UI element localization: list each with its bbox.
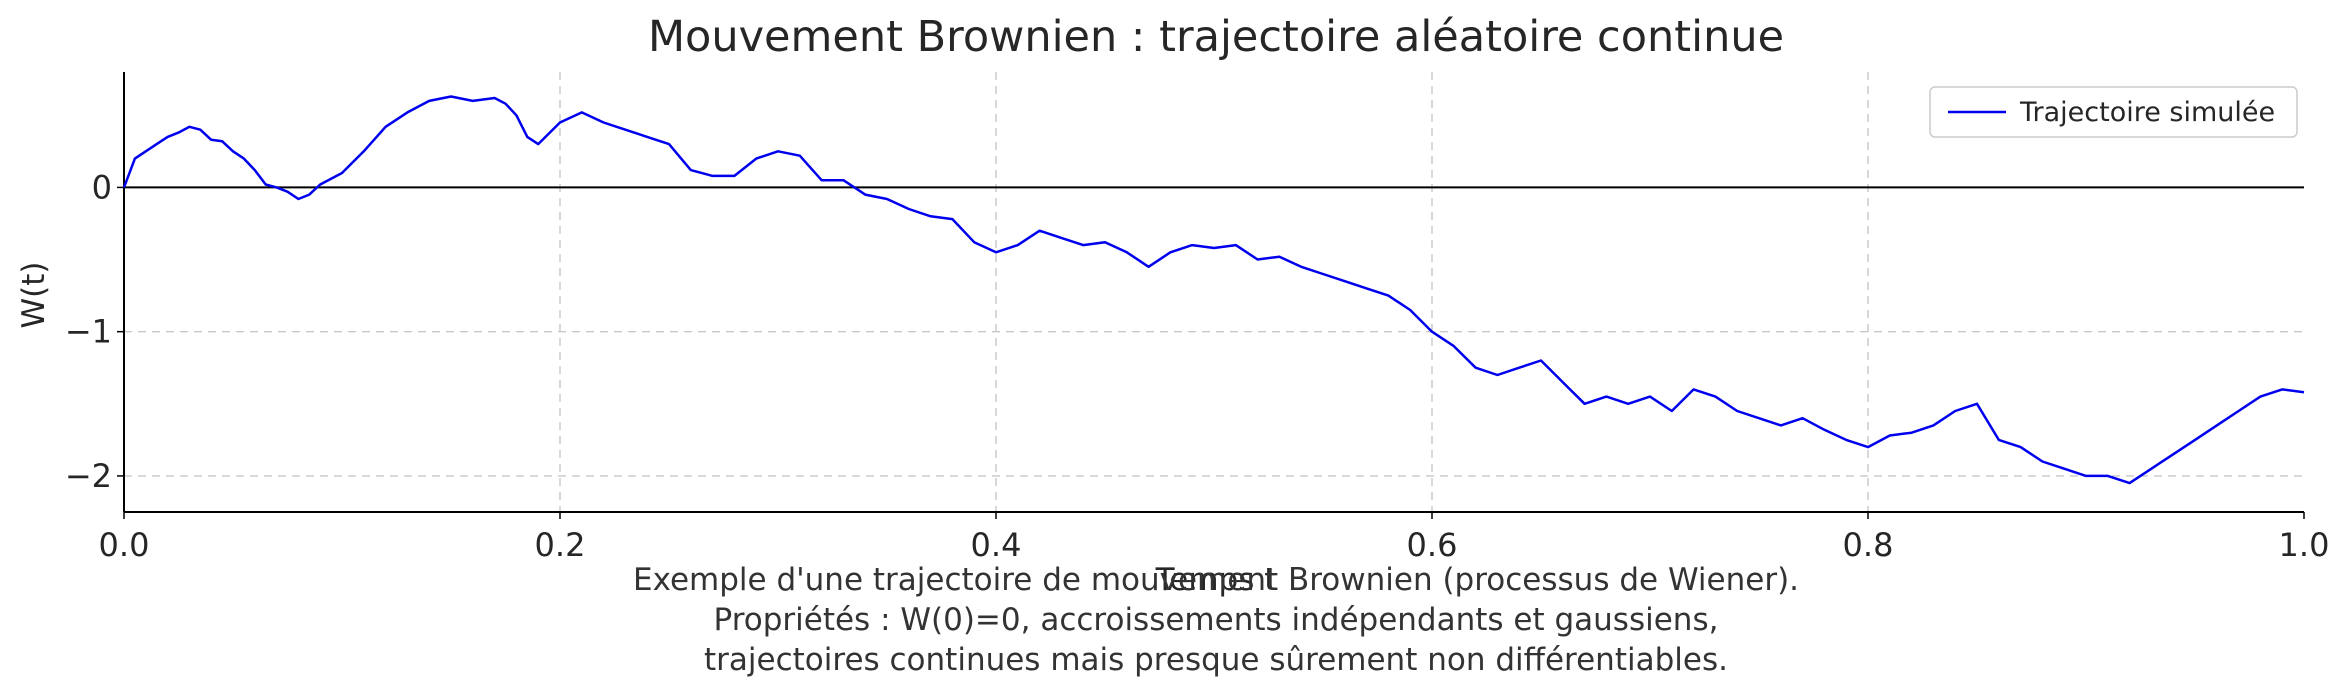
- x-axis-label: Temps t: [1155, 562, 1277, 598]
- caption-line-2: Propriétés : W(0)=0, accroissements indé…: [714, 602, 1719, 638]
- legend: Trajectoire simulée: [1929, 86, 2298, 138]
- x-tick-label-2: 0.4: [971, 526, 1022, 564]
- y-tick-label-0: −2: [65, 457, 112, 495]
- series-line-0: [122, 95, 2305, 485]
- caption: Exemple d'une trajectoire de mouvement B…: [633, 562, 1799, 678]
- y-tick-label-2: 0: [92, 168, 112, 206]
- chart-title: Mouvement Brownien : trajectoire aléatoi…: [648, 12, 1784, 62]
- caption-line-1: Exemple d'une trajectoire de mouvement B…: [633, 562, 1799, 598]
- y-tick-label-1: −1: [65, 313, 112, 351]
- grid-lines: [124, 72, 2304, 512]
- x-tick-label-1: 0.2: [535, 526, 586, 564]
- legend-label: Trajectoire simulée: [2019, 97, 2275, 128]
- y-axis-label: W(t): [16, 262, 52, 329]
- axes: [117, 72, 2305, 519]
- x-tick-label-0: 0.0: [99, 526, 150, 564]
- legend-box: [1929, 86, 2298, 138]
- x-tick-label-4: 0.8: [1843, 526, 1894, 564]
- tick-labels: 0.0 0.2 0.4 0.6 0.8 1.0 −2 −1 0: [65, 168, 2330, 564]
- x-tick-label-3: 0.6: [1407, 526, 1458, 564]
- series-layer: [122, 95, 2305, 485]
- x-tick-label-5: 1.0: [2279, 526, 2330, 564]
- caption-line-3: trajectoires continues mais presque sûre…: [704, 642, 1728, 678]
